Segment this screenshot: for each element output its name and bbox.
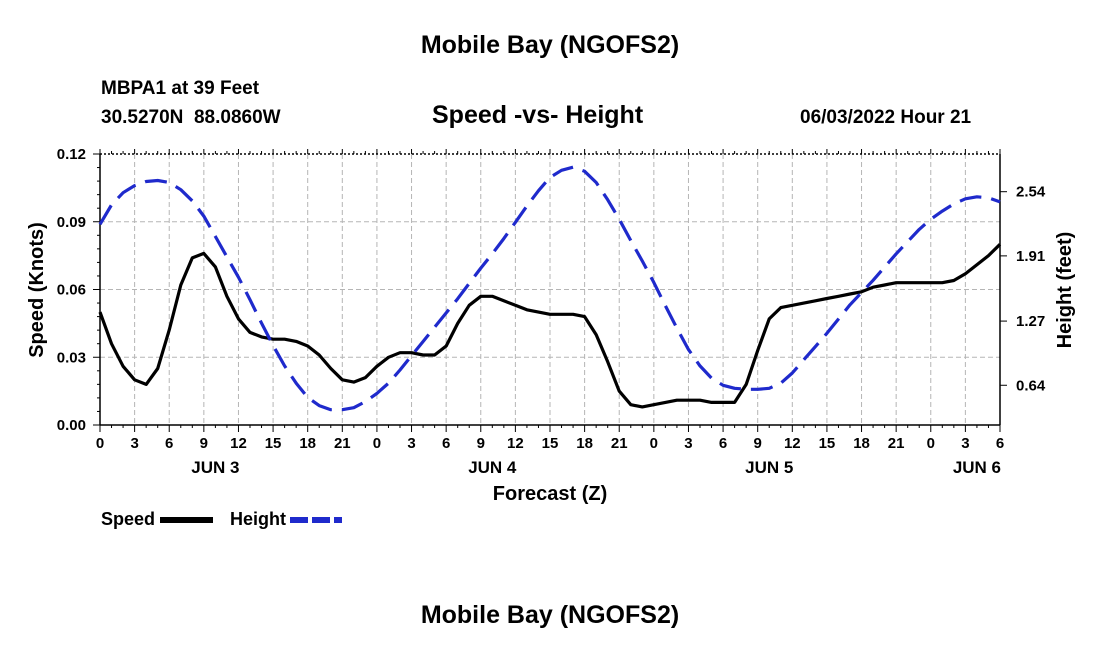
x-tick-label: 3 [684, 435, 692, 452]
x-tick-label: 12 [784, 435, 801, 452]
x-tick-label: 18 [853, 435, 870, 452]
y-left-tick-label: 0.12 [57, 146, 86, 163]
station-label: MBPA1 at 39 Feet [101, 78, 260, 99]
x-tick-label: 12 [507, 435, 524, 452]
x-tick-label: 6 [719, 435, 727, 452]
x-tick-label: 15 [265, 435, 282, 452]
y-right-tick-label: 0.64 [1016, 377, 1046, 394]
footer-title: Mobile Bay (NGOFS2) [420, 601, 680, 629]
day-label: JUN 4 [468, 458, 517, 477]
series-line-height [98, 165, 1001, 412]
x-tick-label: 6 [165, 435, 173, 452]
y-left-axis-title: Speed (Knots) [26, 222, 48, 358]
legend-label-height: Height [230, 509, 286, 529]
day-label: JUN 5 [745, 458, 793, 477]
day-label: JUN 3 [191, 458, 239, 477]
y-left-tick-label: 0.09 [57, 214, 86, 231]
x-tick-label: 9 [754, 435, 762, 452]
y-right-axis-title: Height (feet) [1054, 232, 1076, 349]
station-coordinates: 30.5270N 88.0860W [101, 107, 281, 128]
forecast-timestamp: 06/03/2022 Hour 21 [800, 107, 972, 128]
x-tick-label: 21 [888, 435, 905, 452]
x-tick-label: 12 [230, 435, 247, 452]
x-tick-label: 15 [819, 435, 836, 452]
x-axis-title: Forecast (Z) [493, 483, 607, 505]
x-tick-label: 0 [650, 435, 658, 452]
y-left-tick-label: 0.03 [57, 349, 86, 366]
x-tick-label: 9 [200, 435, 208, 452]
x-tick-label: 3 [961, 435, 969, 452]
x-tick-label: 3 [130, 435, 138, 452]
x-tick-label: 6 [442, 435, 450, 452]
x-tick-label: 3 [407, 435, 415, 452]
y-right-tick-label: 1.27 [1016, 313, 1045, 330]
x-tick-label: 18 [576, 435, 593, 452]
y-right-tick-label: 1.91 [1016, 248, 1045, 265]
x-tick-label: 21 [611, 435, 628, 452]
x-tick-label: 0 [927, 435, 935, 452]
x-tick-label: 15 [542, 435, 559, 452]
x-tick-label: 0 [96, 435, 104, 452]
chart-title: Mobile Bay (NGOFS2) [420, 31, 680, 59]
x-tick-label: 9 [477, 435, 485, 452]
legend-label-speed: Speed [101, 509, 155, 529]
x-tick-label: 21 [334, 435, 351, 452]
y-left-tick-label: 0.06 [57, 282, 86, 299]
y-right-tick-label: 2.54 [1016, 184, 1046, 201]
series-line-speed [98, 243, 1002, 409]
chart-subtitle: Speed -vs- Height [432, 101, 644, 129]
x-tick-label: 6 [996, 435, 1004, 452]
x-tick-label: 18 [299, 435, 316, 452]
day-label: JUN 6 [953, 458, 1001, 477]
x-tick-label: 0 [373, 435, 381, 452]
y-left-tick-label: 0.00 [57, 417, 86, 434]
